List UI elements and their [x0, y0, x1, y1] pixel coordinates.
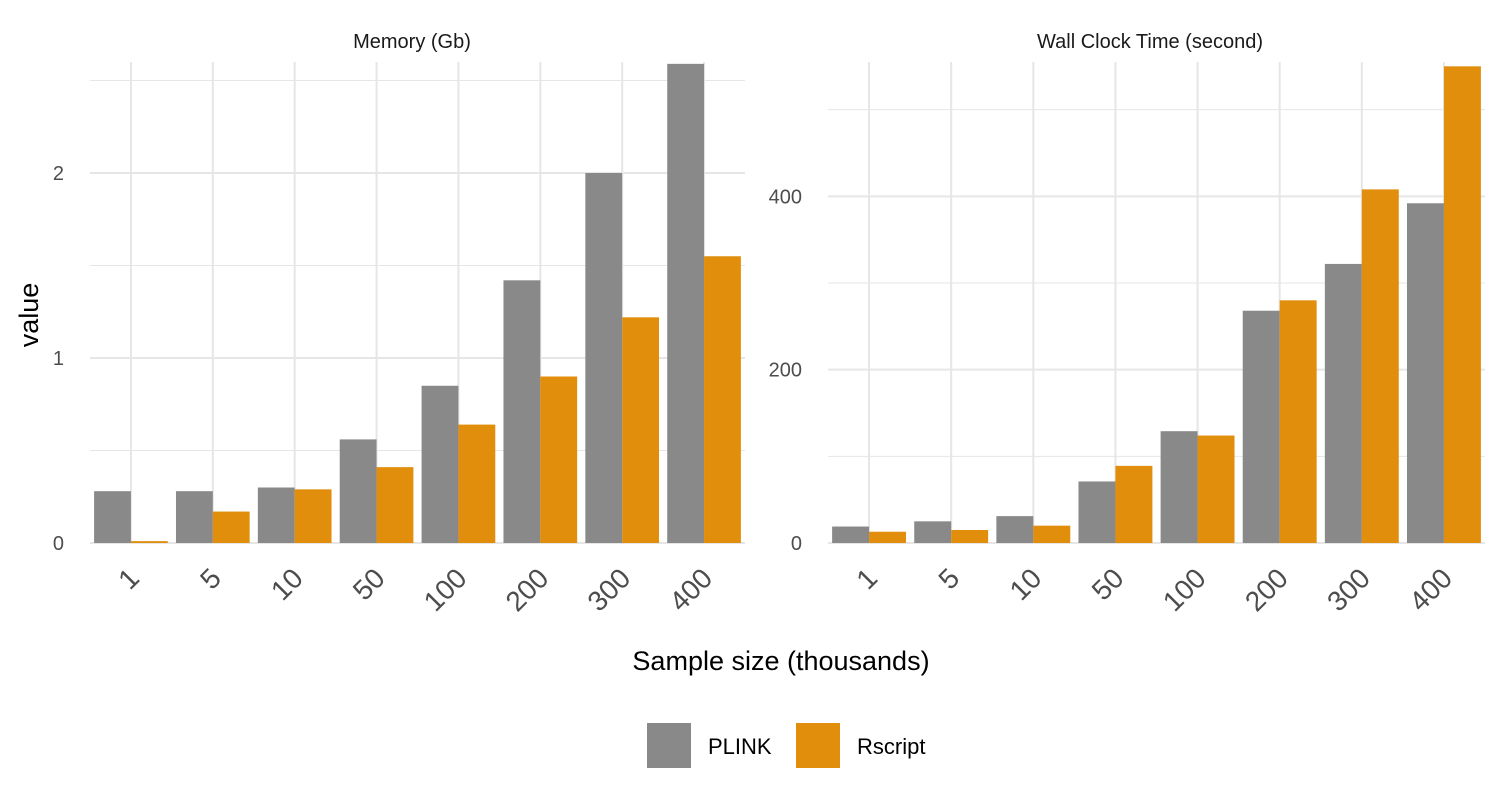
bar-rscript-5: [212, 511, 250, 543]
x-tick-label: 100: [418, 562, 473, 617]
x-tick-label: 1: [112, 562, 145, 595]
y-tick-label: 0: [791, 533, 802, 555]
bar-rscript-5: [951, 530, 989, 543]
x-tick-label: 200: [500, 562, 555, 617]
bar-plink-100: [421, 385, 459, 543]
x-tick-label: 5: [194, 562, 227, 595]
panel-title: Wall Clock Time (second): [1037, 31, 1263, 53]
bar-plink-300: [1324, 263, 1362, 543]
bar-plink-300: [585, 173, 623, 543]
x-tick-label: 50: [347, 562, 391, 606]
bar-plink-1: [832, 526, 870, 543]
y-tick-label: 1: [53, 348, 64, 370]
x-tick-label: 100: [1157, 562, 1212, 617]
legend-label-rscript: Rscript: [857, 734, 925, 759]
legend: PLINK Rscript: [647, 723, 925, 768]
panel-wall-clock-time: Wall Clock Time (second) 0 200 400 1 5 10 50 100…: [769, 31, 1485, 617]
x-tick-label: 300: [581, 562, 636, 617]
y-tick-label: 200: [769, 360, 802, 382]
bar-plink-10: [257, 487, 295, 543]
x-tick-label: 5: [932, 562, 965, 595]
legend-swatch-rscript: [796, 723, 840, 768]
x-axis-label: Sample size (thousands): [632, 646, 929, 676]
bar-rscript-300: [622, 317, 660, 543]
bar-plink-50: [339, 439, 377, 543]
panel-memory: Memory (Gb) 0 1 2 1 5 10 50 100 200 300 400: [53, 31, 745, 617]
legend-label-plink: PLINK: [708, 734, 772, 759]
y-axis-label: value: [14, 283, 44, 348]
bar-plink-50: [1078, 481, 1116, 543]
bar-plink-400: [667, 63, 705, 543]
bar-plink-400: [1406, 203, 1444, 543]
x-tick-label: 200: [1239, 562, 1294, 617]
y-tick-label: 2: [53, 163, 64, 185]
bar-plink-5: [175, 491, 213, 543]
panel-title: Memory (Gb): [353, 31, 471, 53]
x-tick-label: 10: [265, 562, 309, 606]
x-tick-label: 50: [1086, 562, 1130, 606]
bar-rscript-10: [1033, 525, 1071, 543]
y-tick-label: 400: [769, 186, 802, 208]
bar-plink-10: [996, 516, 1034, 543]
bar-rscript-100: [1197, 435, 1235, 543]
bar-plink-200: [503, 280, 541, 543]
bar-rscript-1: [869, 531, 907, 543]
bar-rscript-400: [704, 256, 741, 543]
x-tick-label: 10: [1004, 562, 1048, 606]
bar-rscript-50: [376, 467, 414, 543]
legend-swatch-plink: [647, 723, 691, 768]
bar-plink-1: [94, 491, 131, 543]
bar-rscript-1: [130, 541, 168, 543]
x-tick-label: 1: [850, 562, 883, 595]
y-tick-label: 0: [53, 533, 64, 555]
bar-rscript-100: [458, 424, 496, 543]
bar-plink-200: [1242, 310, 1280, 543]
bar-rscript-50: [1115, 465, 1153, 543]
x-tick-label: 400: [663, 562, 718, 617]
bar-rscript-200: [1279, 300, 1317, 543]
x-tick-label: 400: [1403, 562, 1458, 617]
bar-rscript-400: [1443, 66, 1481, 543]
bar-rscript-200: [540, 376, 578, 543]
bar-rscript-10: [294, 489, 332, 543]
bar-rscript-300: [1361, 189, 1399, 543]
bar-plink-100: [1160, 431, 1198, 543]
x-tick-label: 300: [1321, 562, 1376, 617]
bar-plink-5: [914, 521, 952, 543]
